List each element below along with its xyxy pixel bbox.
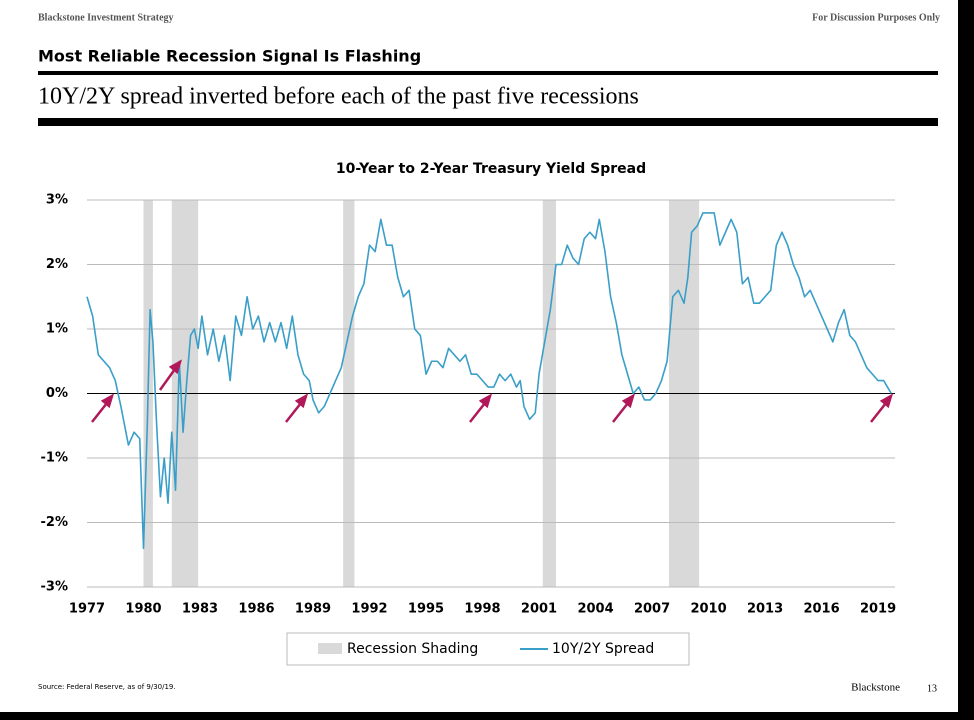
x-tick-label: 1989 xyxy=(295,602,331,617)
footer-brand: Blackstone xyxy=(851,682,900,694)
x-tick-label: 1977 xyxy=(69,602,105,617)
y-tick-label: -2% xyxy=(41,515,68,530)
slide: Blackstone Investment Strategy For Discu… xyxy=(0,0,958,712)
header-right: For Discussion Purposes Only xyxy=(812,12,940,23)
arrow xyxy=(469,402,486,423)
arrow xyxy=(870,402,887,423)
annotation-arrows xyxy=(91,359,894,423)
x-tick-label: 2001 xyxy=(521,602,557,617)
legend-swatch xyxy=(318,643,342,654)
arrow xyxy=(285,402,302,423)
arrow xyxy=(158,368,177,391)
header-left: Blackstone Investment Strategy xyxy=(38,12,174,23)
arrow-head xyxy=(621,393,636,409)
x-tick-label: 2013 xyxy=(747,602,783,617)
source-note: Source: Federal Reserve, as of 9/30/19. xyxy=(38,683,176,691)
y-tick-label: -3% xyxy=(41,580,68,595)
x-tick-label: 2016 xyxy=(803,602,839,617)
y-tick-label: 2% xyxy=(46,257,68,272)
y-tick-label: -1% xyxy=(41,451,68,466)
legend-label: Recession Shading xyxy=(347,641,478,657)
arrow-head xyxy=(294,393,309,409)
title-rule xyxy=(38,71,938,75)
arrow xyxy=(91,402,108,423)
x-tick-label: 1992 xyxy=(351,602,387,617)
x-tick-label: 1980 xyxy=(125,602,161,617)
spread-line xyxy=(86,212,892,550)
arrow xyxy=(612,402,629,423)
plot-area: -3% -2% -1% 0% 1% 2% 3% 1977 1980 1983 1986 1989 199… xyxy=(41,193,897,617)
subtitle-rule xyxy=(38,118,938,126)
legend-box xyxy=(286,632,690,666)
x-tick-label: 2010 xyxy=(690,602,726,617)
arrow-head xyxy=(879,393,894,409)
arrow-head xyxy=(478,393,493,409)
x-tick-label: 1983 xyxy=(182,602,218,617)
slide-subtitle: 10Y/2Y spread inverted before each of th… xyxy=(38,84,639,110)
x-tick-label: 2019 xyxy=(860,602,896,617)
arrow-head xyxy=(100,393,115,409)
x-tick-label: 1995 xyxy=(408,602,444,617)
y-tick-label: 1% xyxy=(46,322,68,337)
arrow-head xyxy=(168,359,183,375)
slide-title: Most Reliable Recession Signal Is Flashi… xyxy=(38,47,421,66)
page-number: 13 xyxy=(927,683,937,694)
x-tick-label: 2004 xyxy=(577,602,613,617)
chart-title: 10-Year to 2-Year Treasury Yield Spread xyxy=(336,161,646,177)
chart: Blackstone Investment Strategy For Discu… xyxy=(38,12,940,694)
y-tick-label: 0% xyxy=(46,386,68,401)
legend-label: 10Y/2Y Spread xyxy=(552,641,654,657)
x-tick-label: 2007 xyxy=(634,602,670,617)
x-tick-label: 1998 xyxy=(464,602,500,617)
x-tick-label: 1986 xyxy=(238,602,274,617)
y-tick-label: 3% xyxy=(46,193,68,208)
